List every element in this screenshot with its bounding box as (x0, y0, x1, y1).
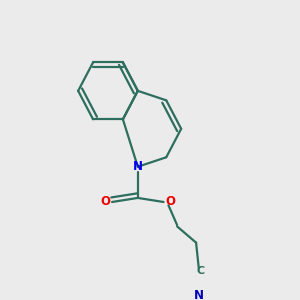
Text: N: N (133, 160, 143, 173)
Text: O: O (165, 195, 175, 208)
Text: N: N (194, 289, 204, 300)
Text: O: O (100, 195, 110, 208)
Text: C: C (197, 266, 205, 276)
